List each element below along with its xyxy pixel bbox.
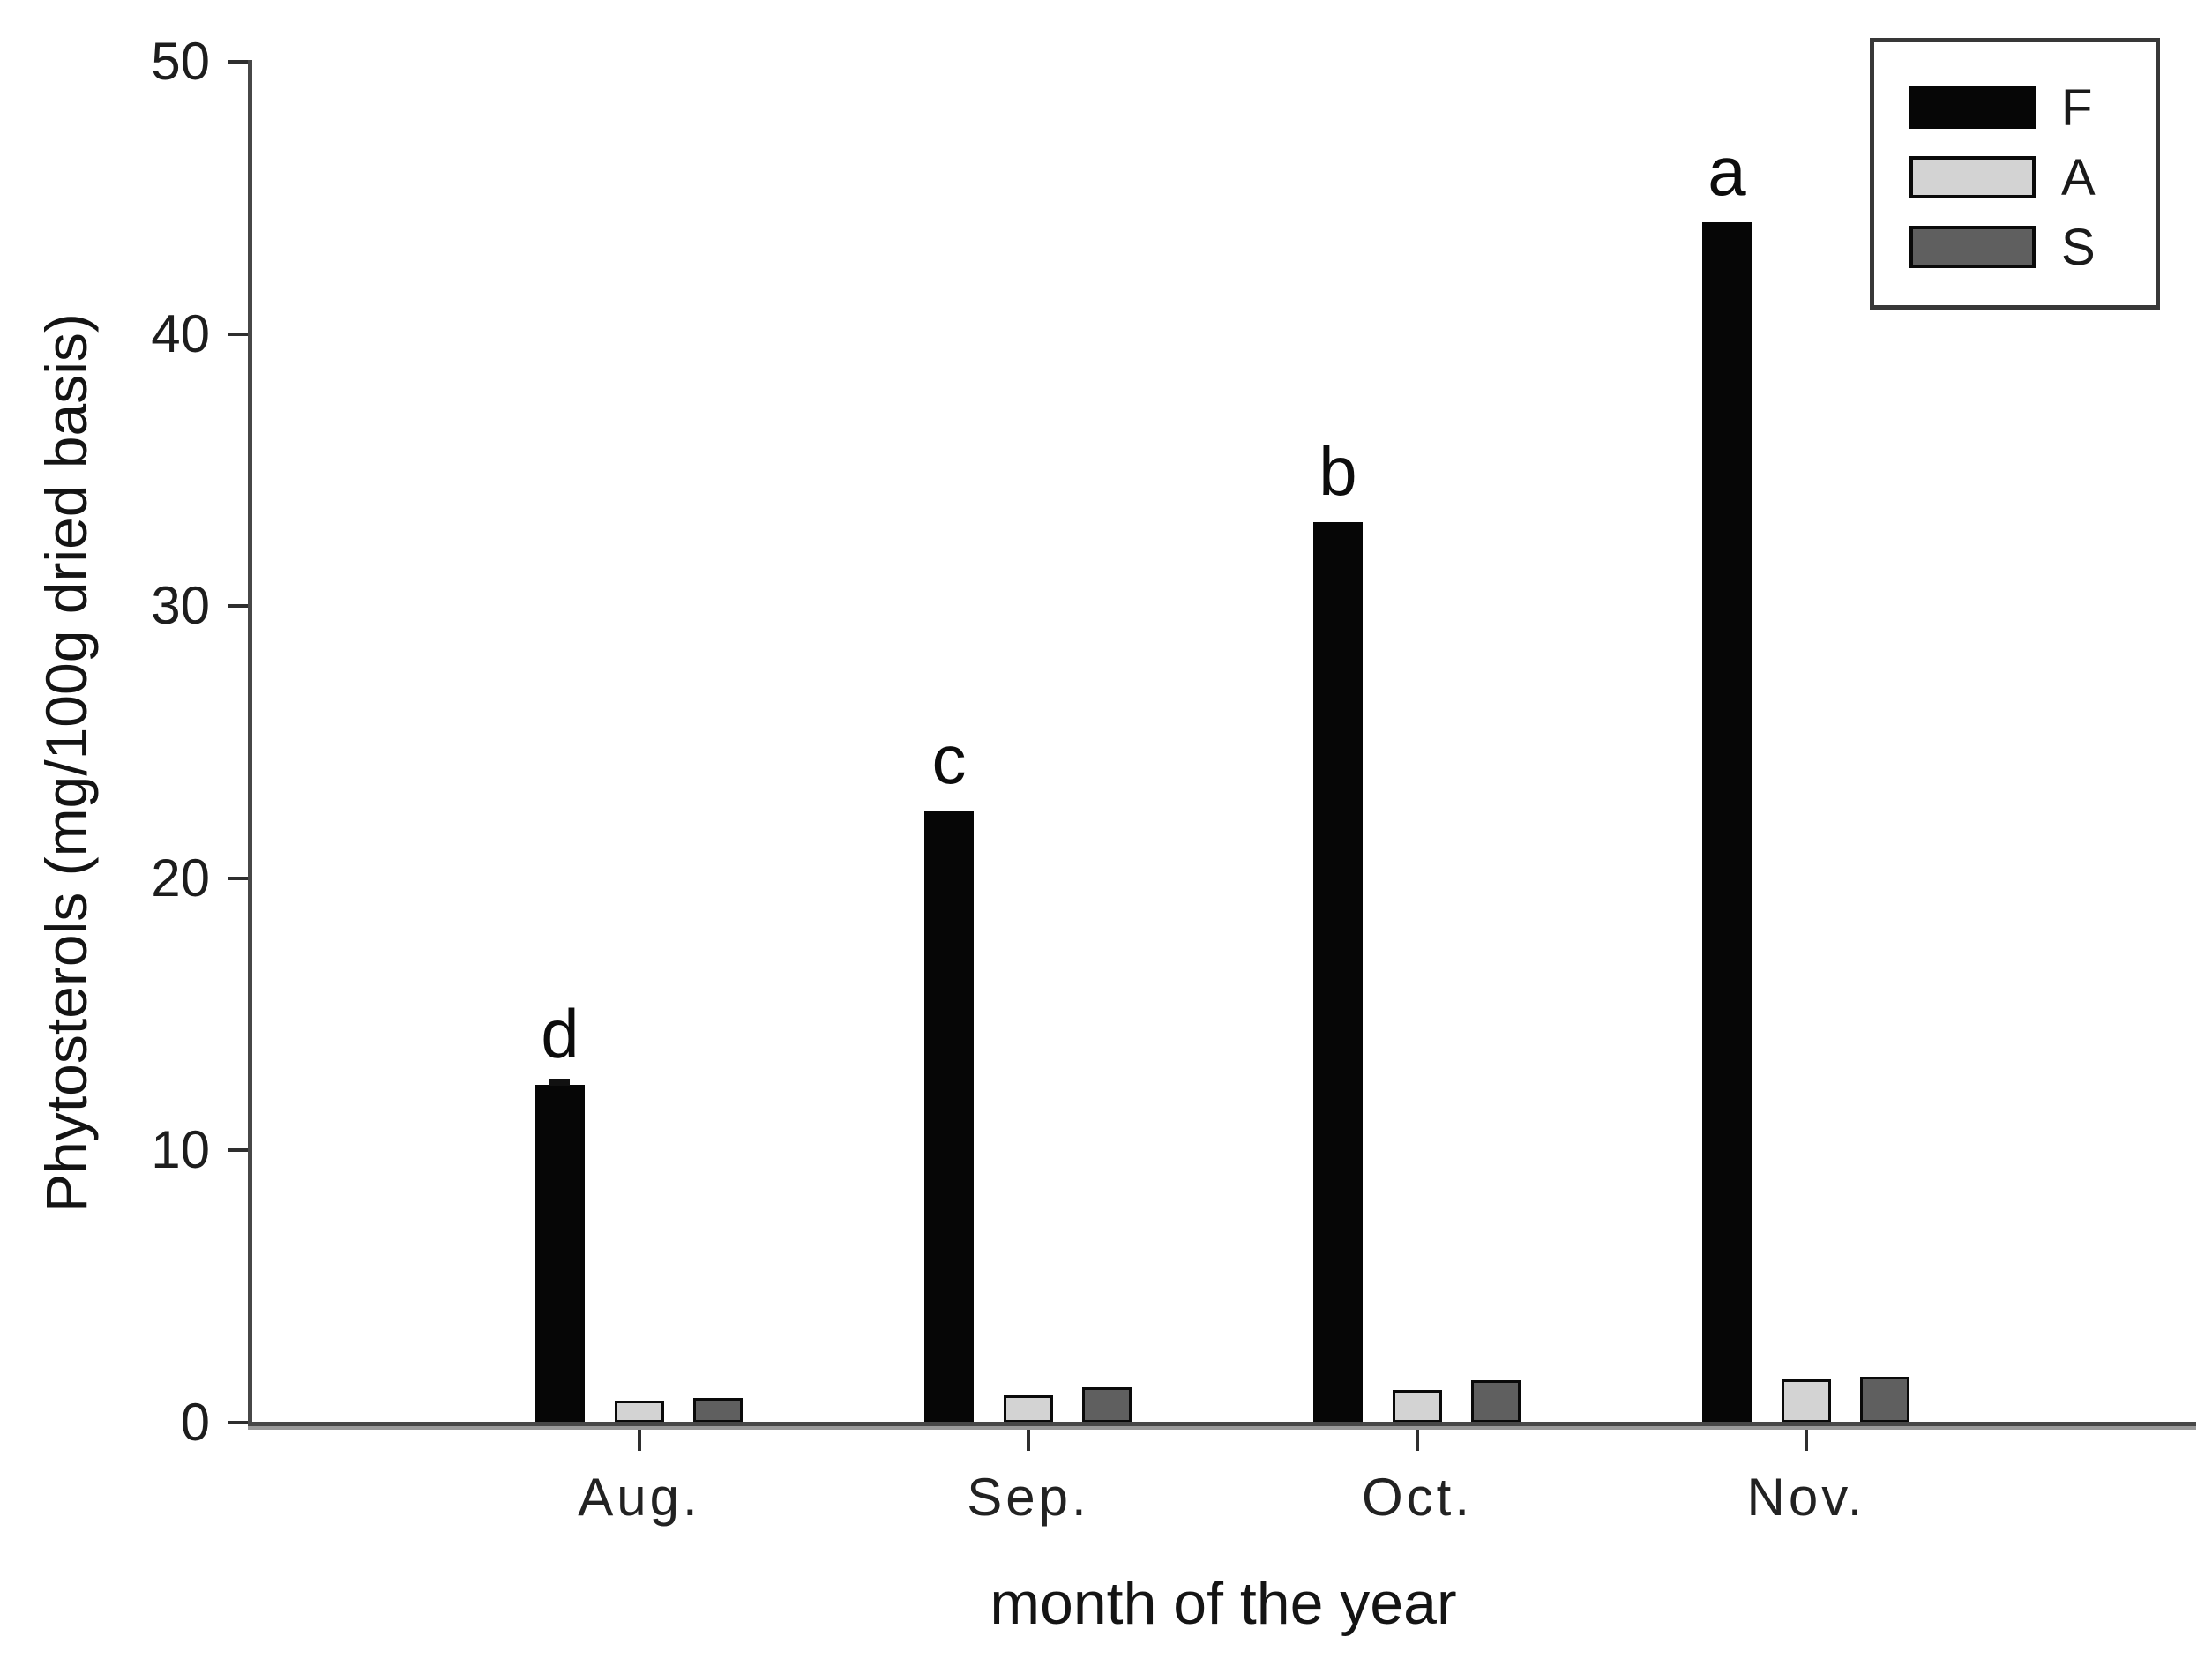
error-bar-cap [549, 1079, 570, 1086]
y-tick-label: 0 [180, 1393, 210, 1452]
y-tick-mark [228, 332, 250, 336]
bar-A-Aug [615, 1401, 664, 1423]
x-tick-label-Oct: Oct. [1361, 1468, 1473, 1527]
bar-A-Oct [1393, 1390, 1442, 1423]
legend-swatch-F [1909, 86, 2036, 129]
bar-F-Oct [1313, 522, 1363, 1423]
bar-S-Aug [693, 1398, 743, 1423]
x-tick-label-Nov: Nov. [1746, 1468, 1866, 1527]
bar-S-Oct [1471, 1380, 1521, 1423]
x-tick-mark [1416, 1427, 1419, 1451]
y-axis-line [248, 60, 252, 1426]
bar-S-Sep [1082, 1387, 1132, 1423]
x-axis-line [248, 1422, 2196, 1426]
legend-swatch-S [1909, 226, 2036, 268]
significance-letter-b: b [1319, 432, 1357, 510]
significance-letter-a: a [1708, 132, 1746, 210]
significance-letter-c: c [931, 721, 967, 798]
y-tick-mark [228, 1421, 250, 1424]
x-axis-title: month of the year [990, 1570, 1457, 1637]
significance-letter-d: d [541, 995, 579, 1072]
y-tick-label: 20 [151, 848, 210, 908]
bar-F-Aug [535, 1085, 585, 1423]
x-tick-mark [638, 1427, 641, 1451]
y-tick-label: 50 [151, 32, 210, 91]
y-tick-label: 40 [151, 303, 210, 363]
legend-label-F: F [2061, 79, 2093, 137]
x-tick-mark [1805, 1427, 1808, 1451]
bar-S-Nov [1860, 1377, 1909, 1423]
bar-F-Nov [1702, 222, 1752, 1423]
legend-swatch-A [1909, 156, 2036, 198]
y-tick-label: 30 [151, 576, 210, 636]
bar-F-Sep [924, 811, 974, 1423]
x-tick-label-Aug: Aug. [578, 1468, 701, 1527]
y-tick-mark [228, 60, 250, 64]
y-tick-label: 10 [151, 1120, 210, 1180]
y-tick-mark [228, 1148, 250, 1153]
x-tick-label-Sep: Sep. [967, 1468, 1090, 1527]
legend-label-S: S [2061, 219, 2096, 276]
y-tick-mark [228, 604, 250, 609]
x-axis-line-shadow [248, 1426, 2196, 1430]
bar-A-Sep [1004, 1395, 1053, 1423]
x-tick-mark [1027, 1427, 1030, 1451]
legend-label-A: A [2061, 149, 2096, 206]
bar-A-Nov [1782, 1379, 1831, 1423]
y-tick-mark [228, 876, 250, 880]
